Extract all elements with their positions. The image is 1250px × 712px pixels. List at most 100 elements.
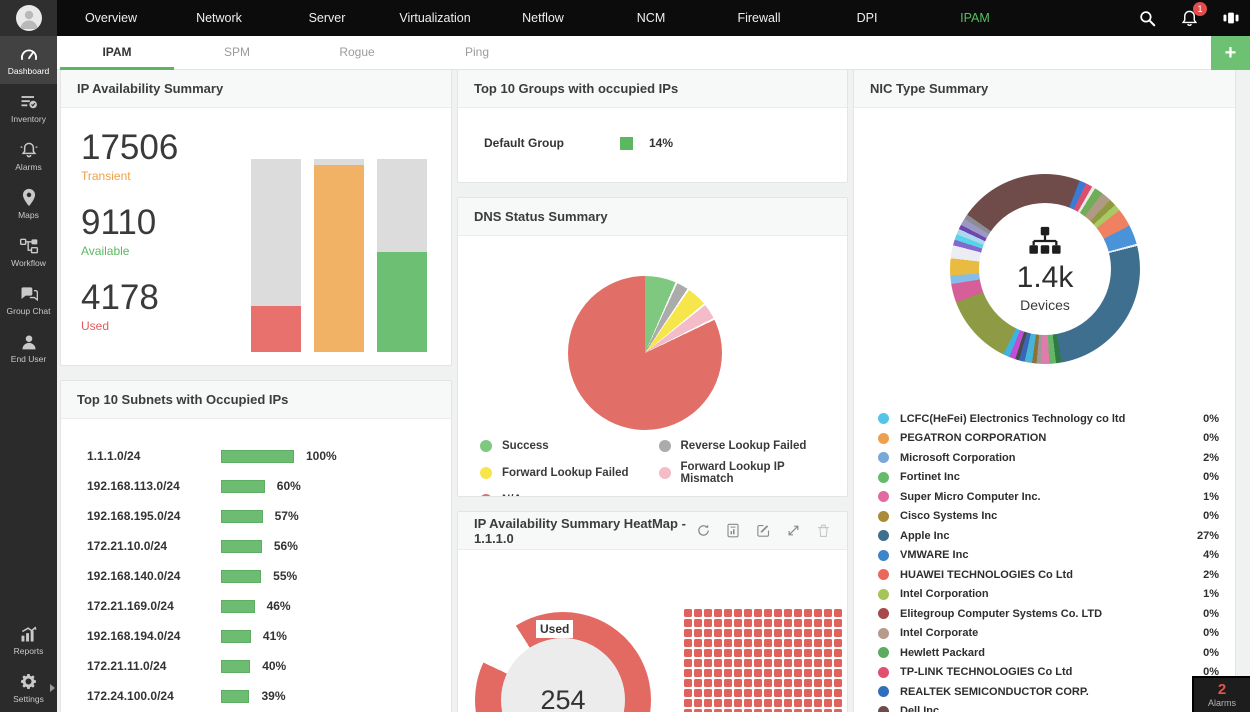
subnet-row[interactable]: 192.168.195.0/24 57% <box>87 501 435 531</box>
dns-legend-item-success[interactable]: Success <box>480 440 659 452</box>
refresh-icon[interactable] <box>695 523 711 539</box>
stat-used: 4178 Used <box>81 280 178 333</box>
bar-used[interactable] <box>251 159 301 352</box>
tab-rogue[interactable]: Rogue <box>339 45 375 59</box>
bar-transient[interactable] <box>314 159 364 352</box>
nic-legend-item-fortinet-inc[interactable]: Fortinet Inc 0% <box>878 468 1219 488</box>
subnet-row[interactable]: 172.21.10.0/24 56% <box>87 531 435 561</box>
heatmap-cell <box>754 659 762 667</box>
sidebar-item-dashboard[interactable]: Dashboard <box>0 36 57 84</box>
expand-icon[interactable] <box>785 523 801 539</box>
used-gauge-chart[interactable]: 254 <box>475 612 651 712</box>
nic-legend-item-intel-corporate[interactable]: Intel Corporate 0% <box>878 624 1219 644</box>
nic-legend-item-microsoft-corporation[interactable]: Microsoft Corporation 2% <box>878 448 1219 468</box>
group-row[interactable]: Default Group 14% <box>484 128 831 158</box>
sidebar-item-group-chat[interactable]: Group Chat <box>0 276 57 324</box>
nav-item-dpi[interactable]: DPI <box>856 11 878 25</box>
nic-legend-item-apple-inc[interactable]: Apple Inc 27% <box>878 526 1219 546</box>
sidebar-item-settings[interactable]: Settings <box>0 664 57 712</box>
heatmap-cell <box>754 679 762 687</box>
nic-legend-item-lcfc-hefei-electronics-technology-co-ltd[interactable]: LCFC(HeFei) Electronics Technology co lt… <box>878 409 1219 429</box>
legend-label: Forward Lookup IP Mismatch <box>680 461 785 485</box>
subnet-row[interactable]: 192.168.140.0/24 55% <box>87 561 435 591</box>
sidebar-item-label: Inventory <box>11 113 46 124</box>
nav-item-firewall[interactable]: Firewall <box>737 11 781 25</box>
nic-legend-item-intel-corporation[interactable]: Intel Corporation 1% <box>878 585 1219 605</box>
ip-heatmap-grid[interactable] <box>684 609 844 712</box>
trash-icon[interactable] <box>815 523 831 539</box>
stat-value: 9110 <box>81 203 157 242</box>
heatmap-cell <box>834 709 842 712</box>
nav-item-ncm[interactable]: NCM <box>636 11 666 25</box>
subnet-row[interactable]: 172.24.100.0/24 39% <box>87 681 435 711</box>
vendor-name: Hewlett Packard <box>900 646 985 659</box>
subnet-row[interactable]: 172.21.169.0/24 46% <box>87 591 435 621</box>
heatmap-cell <box>784 699 792 707</box>
sidebar-item-maps[interactable]: Maps <box>0 180 57 228</box>
bar-available[interactable] <box>377 159 427 352</box>
nic-legend-item-tp-link-technologies-co-ltd[interactable]: TP-LINK TECHNOLOGIES Co Ltd 0% <box>878 663 1219 683</box>
topbar-icons: 1 <box>1136 0 1242 36</box>
nic-legend-item-elitegroup-computer-systems-co-ltd[interactable]: Elitegroup Computer Systems Co. LTD 0% <box>878 604 1219 624</box>
heatmap-cell <box>814 639 822 647</box>
nic-legend-item-pegatron-corporation[interactable]: PEGATRON CORPORATION 0% <box>878 429 1219 449</box>
dns-legend-item-forward-lookup-failed[interactable]: Forward Lookup Failed <box>480 461 659 485</box>
dns-legend-item-n-a[interactable]: N/A <box>480 494 659 496</box>
sidebar-item-inventory[interactable]: Inventory <box>0 84 57 132</box>
dns-legend-item-forward-lookup-ip-mismatch[interactable]: Forward Lookup IP Mismatch <box>658 461 838 485</box>
user-avatar[interactable] <box>0 0 57 36</box>
nav-item-overview[interactable]: Overview <box>84 11 138 25</box>
heatmap-cell <box>694 629 702 637</box>
nav-item-netflow[interactable]: Netflow <box>522 11 564 25</box>
heatmap-cell <box>714 649 722 657</box>
availability-bar-chart[interactable] <box>251 122 427 352</box>
nic-legend-item-hewlett-packard[interactable]: Hewlett Packard 0% <box>878 643 1219 663</box>
nic-legend-item-cisco-systems-inc[interactable]: Cisco Systems Inc 0% <box>878 507 1219 527</box>
add-widget-button[interactable]: + <box>1211 36 1250 70</box>
search-icon[interactable] <box>1136 7 1158 29</box>
heatmap-cell <box>744 619 752 627</box>
vendor-name: Dell Inc <box>900 705 940 712</box>
network-icon <box>1029 226 1061 254</box>
dns-pie-chart[interactable] <box>568 276 722 430</box>
nic-legend-item-dell-inc[interactable]: Dell Inc32% <box>878 702 1219 712</box>
nav-item-network[interactable]: Network <box>196 11 242 25</box>
widget-title: Top 10 Groups with occupied IPs <box>474 81 679 96</box>
heatmap-cell <box>734 649 742 657</box>
nic-legend-item-huawei-technologies-co-ltd[interactable]: HUAWEI TECHNOLOGIES Co Ltd 2% <box>878 565 1219 585</box>
widget-dns-status: DNS Status Summary Success Reverse Lookup… <box>457 197 848 497</box>
subnet-row[interactable]: 192.168.194.0/24 41% <box>87 621 435 651</box>
sidebar-item-reports[interactable]: Reports <box>0 616 57 664</box>
nav-item-server[interactable]: Server <box>308 11 346 25</box>
tab-ipam[interactable]: IPAM <box>57 36 177 70</box>
heatmap-cell <box>764 709 772 712</box>
subnet-row[interactable]: 172.21.11.0/24 40% <box>87 651 435 681</box>
tab-ping[interactable]: Ping <box>464 45 490 59</box>
sidebar-item-alarms[interactable]: Alarms <box>0 132 57 180</box>
nic-legend-item-super-micro-computer-inc[interactable]: Super Micro Computer Inc. 1% <box>878 487 1219 507</box>
sidebar-item-end-user[interactable]: End User <box>0 324 57 372</box>
edit-icon[interactable] <box>755 523 771 539</box>
nic-legend-item-realtek-semiconductor-corp[interactable]: REALTEK SEMICONDUCTOR CORP.0% <box>878 682 1219 702</box>
widget-top-groups: Top 10 Groups with occupied IPs Default … <box>457 69 848 183</box>
vendor-name: LCFC(HeFei) Electronics Technology co lt… <box>900 412 1126 425</box>
apps-icon[interactable] <box>1220 7 1242 29</box>
nic-legend-item-vmware-inc[interactable]: VMWARE Inc 4% <box>878 546 1219 566</box>
nav-item-ipam[interactable]: IPAM <box>960 11 990 25</box>
alarms-badge[interactable]: 2 Alarms <box>1192 676 1250 712</box>
subnet-row[interactable]: 1.1.1.0/24 100% <box>87 441 435 471</box>
heatmap-cell <box>754 609 762 617</box>
widget-header: DNS Status Summary <box>458 198 847 236</box>
subnet-row[interactable]: 192.168.113.0/24 60% <box>87 471 435 501</box>
nic-donut-center: 1.4k Devices <box>979 203 1111 335</box>
export-icon[interactable] <box>725 523 741 539</box>
tab-spm[interactable]: SPM <box>223 45 250 59</box>
heatmap-cell <box>834 649 842 657</box>
dns-legend-item-reverse-lookup-failed[interactable]: Reverse Lookup Failed <box>658 440 838 452</box>
sidebar-item-workflow[interactable]: Workflow <box>0 228 57 276</box>
stat-transient: 17506 Transient <box>81 130 178 183</box>
vendor-pct: 0% <box>1203 627 1219 640</box>
nav-item-virtualization[interactable]: Virtualization <box>399 11 471 25</box>
bell-icon[interactable]: 1 <box>1178 2 1207 29</box>
nic-donut-chart[interactable]: 1.4k Devices <box>950 174 1140 364</box>
